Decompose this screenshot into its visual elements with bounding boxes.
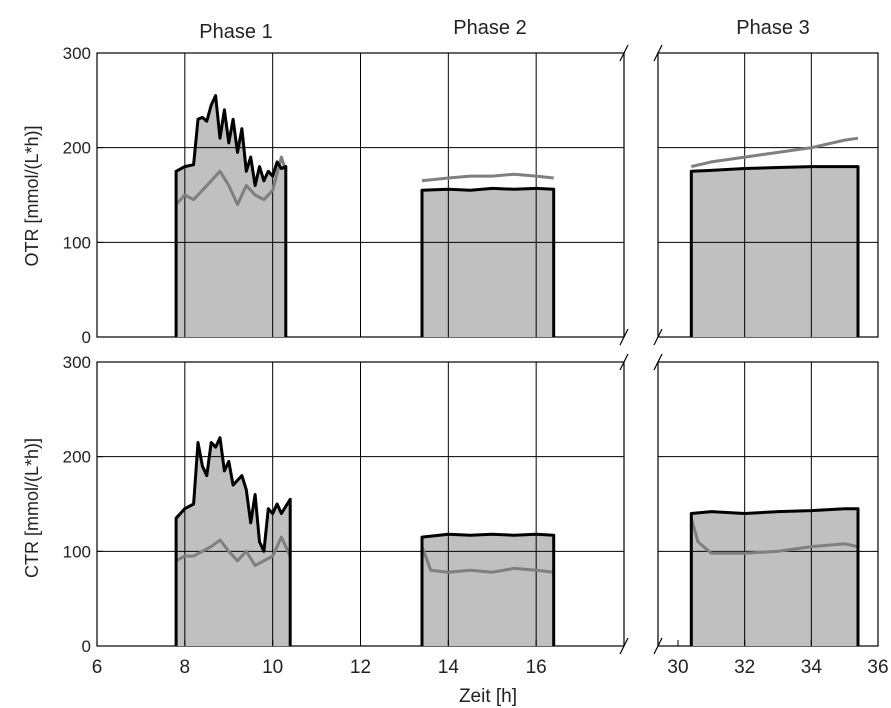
x-tick-label: 14: [438, 657, 460, 678]
y-tick-label: 0: [82, 637, 91, 656]
x-tick-label: 30: [667, 657, 688, 678]
x-tick-label: 16: [526, 657, 547, 678]
x-tick-label: 36: [867, 657, 888, 678]
series-line-black: [420, 532, 556, 646]
otr-axis-title: OTR [mmol/(L*h)]: [22, 125, 42, 266]
series-line-grey: [174, 155, 288, 206]
series-line-grey: [175, 535, 292, 567]
axis-break-slash: [619, 328, 629, 346]
area-fill-segment: [176, 95, 286, 337]
phase-label-3: Phase 3: [736, 17, 809, 39]
axis-break-slash: [619, 44, 629, 62]
x-tick-label: 6: [92, 657, 103, 678]
series-line-black: [689, 507, 860, 646]
area-fill-segment: [691, 508, 858, 646]
axis-break-slash: [619, 637, 629, 655]
area-fill-segment: [691, 166, 858, 337]
area-fill-segment: [422, 534, 554, 646]
axis-break-slash: [653, 328, 663, 346]
series-line-grey: [689, 517, 859, 555]
ctr-panel: 0 100 200 300 6 8 10 12 14 16 30 32 34 36: [63, 353, 889, 678]
ctr-axis-title: CTR [mmol/(L*h)]: [22, 438, 42, 578]
axis-break-slash: [619, 353, 629, 371]
series-line-grey: [420, 546, 554, 574]
phase-label-1: Phase 1: [199, 21, 272, 43]
series-line-black: [174, 94, 288, 337]
series-line-grey: [690, 136, 859, 169]
series-line-black: [689, 165, 860, 337]
series-line-black: [420, 186, 556, 337]
y-tick-label: 200: [63, 448, 91, 467]
x-tick-label: 8: [180, 657, 191, 678]
y-tick-label: 100: [63, 233, 91, 252]
y-tick-label: 300: [63, 44, 91, 63]
x-tick-label: 12: [350, 657, 371, 678]
area-fill-segment: [422, 188, 554, 337]
area-fill-segment: [176, 437, 291, 646]
y-tick-label: 100: [63, 542, 91, 561]
axis-break-slash: [653, 353, 663, 371]
axis-break-slash: [653, 637, 663, 655]
y-tick-label: 300: [63, 353, 91, 372]
chart-labels: Phase 1 Phase 2 Phase 3 OTR [mmol/(L*h)]…: [22, 17, 810, 707]
x-tick-label: 34: [801, 657, 823, 678]
x-tick-label: 10: [262, 657, 283, 678]
x-axis-title: Zeit [h]: [459, 686, 517, 707]
y-tick-label: 200: [63, 139, 91, 158]
series-line-grey: [421, 172, 554, 183]
series-line-black: [174, 436, 292, 646]
y-tick-label: 0: [82, 328, 91, 347]
axis-break-slash: [653, 44, 663, 62]
otr-panel: 0 100 200 300: [63, 44, 879, 347]
phase-label-2: Phase 2: [453, 17, 526, 39]
x-tick-label: 32: [734, 657, 755, 678]
